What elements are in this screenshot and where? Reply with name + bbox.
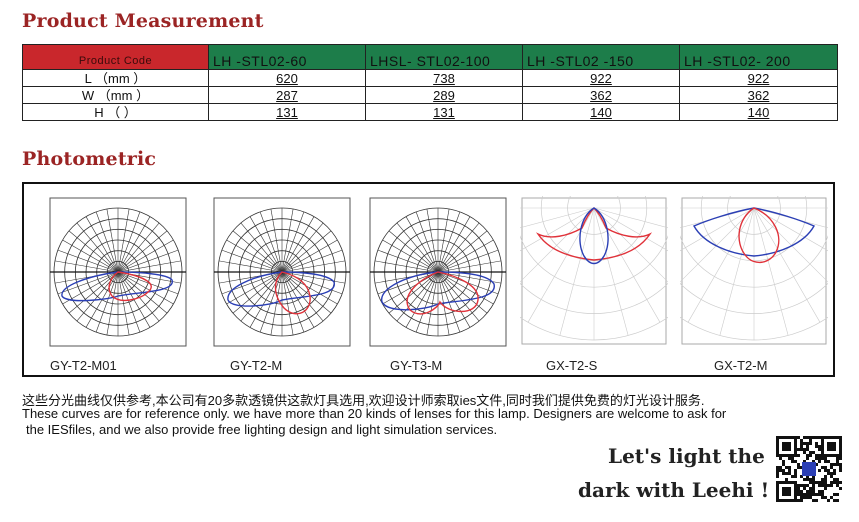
plot-label: GY-T2-M01	[50, 358, 117, 373]
polar-plot-gy-t2-m	[212, 196, 352, 348]
product-code-cell: LH -STL02- 200	[679, 44, 838, 70]
row-label-height: H （ ）	[22, 103, 209, 121]
row-label-length: L （mm ）	[22, 69, 209, 87]
qr-code-icon	[776, 436, 842, 502]
table-cell: 289	[365, 86, 523, 104]
row-label-width: W （mm ）	[22, 86, 209, 104]
polar-plot-gx-t2-s	[520, 196, 668, 346]
product-code-cell: LH -STL02 -150	[522, 44, 680, 70]
table-cell: 922	[679, 69, 838, 87]
table-cell: 131	[208, 103, 366, 121]
plot-label: GY-T2-M	[230, 358, 283, 373]
product-code-cell: LH -STL02-60	[208, 44, 366, 70]
slogan-line1: Let's light the	[608, 444, 765, 468]
table-cell: 620	[208, 69, 366, 87]
table-cell: 287	[208, 86, 366, 104]
note-chinese: 这些分光曲线仅供参考,本公司有20多款透镜供这款灯具选用,欢迎设计师索取ies文…	[22, 393, 705, 408]
table-cell: 140	[679, 103, 838, 121]
table-cell: 738	[365, 69, 523, 87]
table-row: W （mm ） 287 289 362 362	[22, 86, 838, 104]
table-cell: 140	[522, 103, 680, 121]
table-row: H （ ） 131 131 140 140	[22, 103, 838, 121]
product-code-label: Product Code	[22, 44, 209, 70]
note-english-line2: the IESfiles, and we also provide free l…	[26, 422, 498, 437]
table-cell: 131	[365, 103, 523, 121]
note-english-line1: These curves are for reference only. we …	[22, 406, 727, 421]
photometric-panel: GY-T2-M01 GY-T2-M GY-T3-M GX-T2-S GX-T2-…	[22, 182, 835, 377]
slogan-line2: dark with Leehi !	[578, 478, 770, 502]
table-header-row: Product Code LH -STL02-60 LHSL- STL02-10…	[22, 44, 838, 70]
photometric-heading: Photometric	[22, 148, 157, 170]
product-code-cell: LHSL- STL02-100	[365, 44, 523, 70]
plot-label: GY-T3-M	[390, 358, 443, 373]
plot-label: GX-T2-S	[546, 358, 598, 373]
table-cell: 362	[679, 86, 838, 104]
product-measurement-heading: Product Measurement	[22, 10, 264, 32]
table-row: L （mm ） 620 738 922 922	[22, 69, 838, 87]
polar-plot-gy-t3-m	[368, 196, 508, 348]
polar-plot-gx-t2-m	[680, 196, 828, 346]
table-cell: 362	[522, 86, 680, 104]
plot-label: GX-T2-M	[714, 358, 768, 373]
measurement-table: Product Code LH -STL02-60 LHSL- STL02-10…	[22, 44, 838, 121]
table-cell: 922	[522, 69, 680, 87]
polar-plot-gy-t2-m01	[48, 196, 188, 348]
